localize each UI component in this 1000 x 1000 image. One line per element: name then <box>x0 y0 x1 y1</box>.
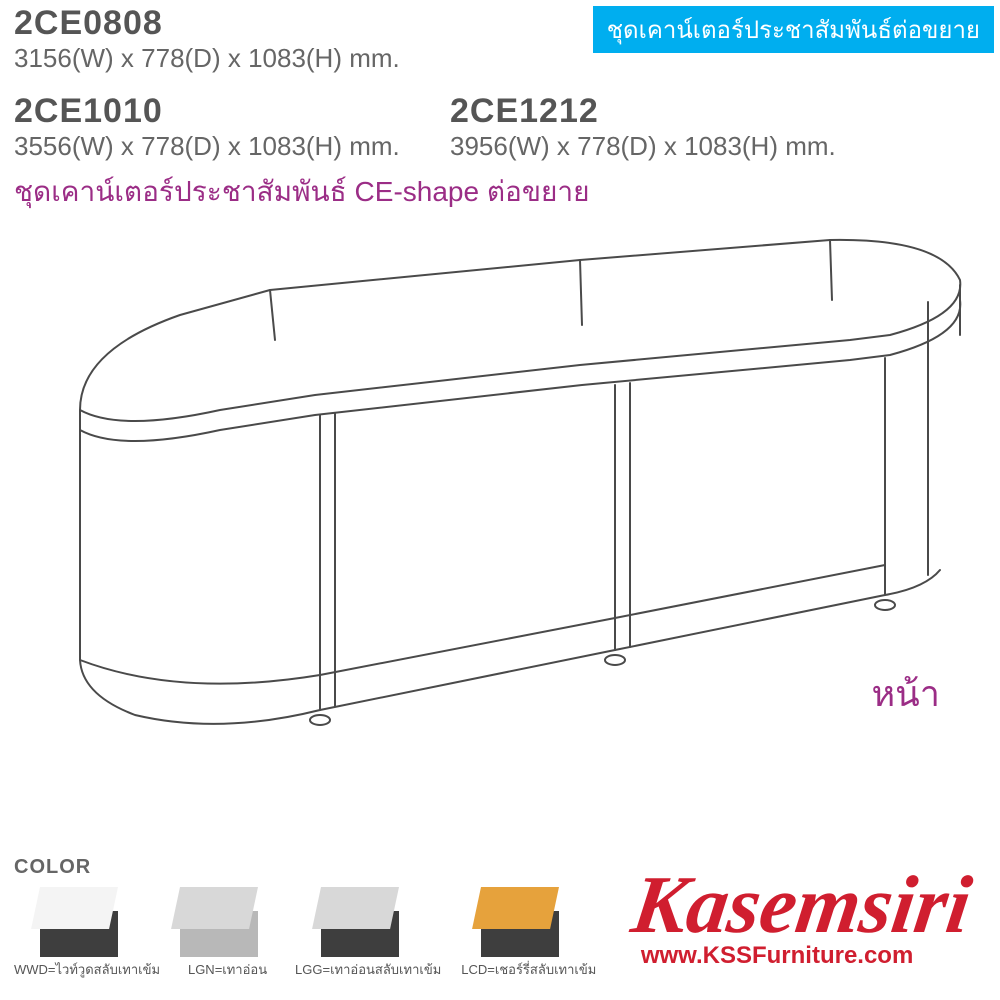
swatch-box <box>481 887 576 957</box>
brand-watermark: Kasemsiri www.KSSFurniture.com <box>633 872 970 970</box>
spec-dimensions: 3156(W) x 778(D) x 1083(H) mm. <box>14 43 400 74</box>
product-diagram <box>20 220 980 750</box>
spec-code: 2CE1010 <box>14 92 400 131</box>
spec-block-2: 2CE1010 3556(W) x 778(D) x 1083(H) mm. <box>14 92 400 162</box>
category-badge: ชุดเคาน์เตอร์ประชาสัมพันธ์ต่อขยาย <box>593 6 994 53</box>
swatch-top-face <box>171 887 258 929</box>
spec-code: 2CE1212 <box>450 92 836 131</box>
color-swatch: LGN=เทาอ่อน <box>180 887 275 980</box>
color-swatch: LCD=เชอร์รี่สลับเทาเข้ม <box>461 887 596 980</box>
spec-code: 2CE0808 <box>14 4 400 43</box>
swatch-label: LGN=เทาอ่อน <box>188 959 267 980</box>
swatch-top-face <box>312 887 399 929</box>
spec-dimensions: 3956(W) x 778(D) x 1083(H) mm. <box>450 131 836 162</box>
swatch-label: LGG=เทาอ่อนสลับเทาเข้ม <box>295 959 441 980</box>
swatch-label: WWD=ไวท์วูดสลับเทาเข้ม <box>14 959 160 980</box>
color-section: COLOR WWD=ไวท์วูดสลับเทาเข้ม LGN=เทาอ่อน L… <box>14 856 596 980</box>
color-heading: COLOR <box>14 856 596 879</box>
color-swatch: LGG=เทาอ่อนสลับเทาเข้ม <box>295 887 441 980</box>
swatch-box <box>40 887 135 957</box>
swatch-label: LCD=เชอร์รี่สลับเทาเข้ม <box>461 959 596 980</box>
color-swatch: WWD=ไวท์วูดสลับเทาเข้ม <box>14 887 160 980</box>
swatch-box <box>321 887 416 957</box>
brand-logo-text: Kasemsiri <box>628 872 974 938</box>
spec-dimensions: 3556(W) x 778(D) x 1083(H) mm. <box>14 131 400 162</box>
swatch-box <box>180 887 275 957</box>
spec-block-3: 2CE1212 3956(W) x 778(D) x 1083(H) mm. <box>450 92 836 162</box>
spec-block-1: 2CE0808 3156(W) x 778(D) x 1083(H) mm. <box>14 4 400 74</box>
swatch-top-face <box>472 887 559 929</box>
swatch-row: WWD=ไวท์วูดสลับเทาเข้ม LGN=เทาอ่อน LGG=เทา… <box>14 887 596 980</box>
swatch-top-face <box>31 887 118 929</box>
product-title: ชุดเคาน์เตอร์ประชาสัมพันธ์ CE-shape ต่อข… <box>14 170 590 214</box>
view-label-front: หน้า <box>871 665 940 722</box>
